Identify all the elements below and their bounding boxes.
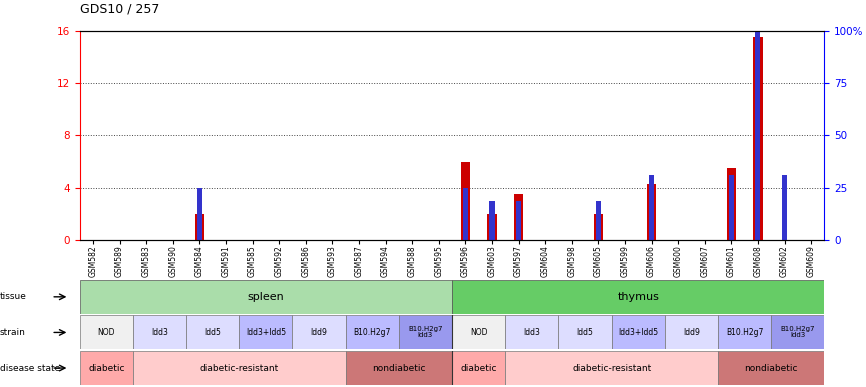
Text: diabetic-resistant: diabetic-resistant <box>200 363 279 373</box>
Text: disease state: disease state <box>0 363 61 373</box>
Text: ldd3+ldd5: ldd3+ldd5 <box>246 328 286 337</box>
Bar <box>596 201 601 240</box>
Text: B10.H2g7: B10.H2g7 <box>353 328 391 337</box>
Text: nondiabetic: nondiabetic <box>745 363 798 373</box>
Text: tissue: tissue <box>0 292 27 301</box>
Bar <box>462 188 468 240</box>
Text: B10.H2g7
ldd3: B10.H2g7 ldd3 <box>780 326 815 339</box>
Text: ldd5: ldd5 <box>577 328 593 337</box>
Bar <box>755 31 760 240</box>
Bar <box>195 214 204 240</box>
Bar <box>647 184 656 240</box>
Bar <box>665 315 718 349</box>
Text: ldd9: ldd9 <box>311 328 327 337</box>
Text: ldd9: ldd9 <box>683 328 700 337</box>
Text: B10.H2g7: B10.H2g7 <box>726 328 763 337</box>
Bar <box>452 315 505 349</box>
Text: ldd3+ldd5: ldd3+ldd5 <box>618 328 658 337</box>
Bar <box>80 280 452 314</box>
Bar <box>718 351 824 385</box>
Bar <box>514 194 523 240</box>
Bar <box>186 315 239 349</box>
Bar <box>346 351 452 385</box>
Bar <box>80 315 132 349</box>
Bar <box>293 315 346 349</box>
Bar <box>132 315 186 349</box>
Text: NOD: NOD <box>470 328 488 337</box>
Text: strain: strain <box>0 328 26 337</box>
Bar <box>505 315 559 349</box>
Text: diabetic: diabetic <box>88 363 125 373</box>
Bar <box>488 214 496 240</box>
Bar <box>649 175 654 240</box>
Text: thymus: thymus <box>617 292 659 302</box>
Bar <box>239 315 293 349</box>
Bar <box>452 351 505 385</box>
Bar <box>452 280 824 314</box>
Text: nondiabetic: nondiabetic <box>372 363 425 373</box>
Bar <box>346 315 399 349</box>
Bar <box>729 175 734 240</box>
Bar <box>559 315 611 349</box>
Text: diabetic: diabetic <box>461 363 497 373</box>
Bar <box>753 38 763 240</box>
Text: diabetic-resistant: diabetic-resistant <box>572 363 651 373</box>
Bar <box>611 315 665 349</box>
Bar <box>489 201 494 240</box>
Bar <box>594 214 603 240</box>
Text: ldd5: ldd5 <box>204 328 221 337</box>
Bar <box>80 351 132 385</box>
Text: GDS10 / 257: GDS10 / 257 <box>80 2 159 15</box>
Bar <box>772 315 824 349</box>
Text: ldd3: ldd3 <box>523 328 540 337</box>
Bar <box>505 351 718 385</box>
Bar <box>197 188 202 240</box>
Text: spleen: spleen <box>248 292 284 302</box>
Bar <box>132 351 346 385</box>
Bar <box>399 315 452 349</box>
Bar <box>727 168 736 240</box>
Bar <box>516 201 521 240</box>
Bar <box>782 175 787 240</box>
Text: B10.H2g7
ldd3: B10.H2g7 ldd3 <box>408 326 443 339</box>
Text: ldd3: ldd3 <box>151 328 168 337</box>
Bar <box>461 162 470 240</box>
Text: NOD: NOD <box>98 328 115 337</box>
Bar <box>718 315 772 349</box>
